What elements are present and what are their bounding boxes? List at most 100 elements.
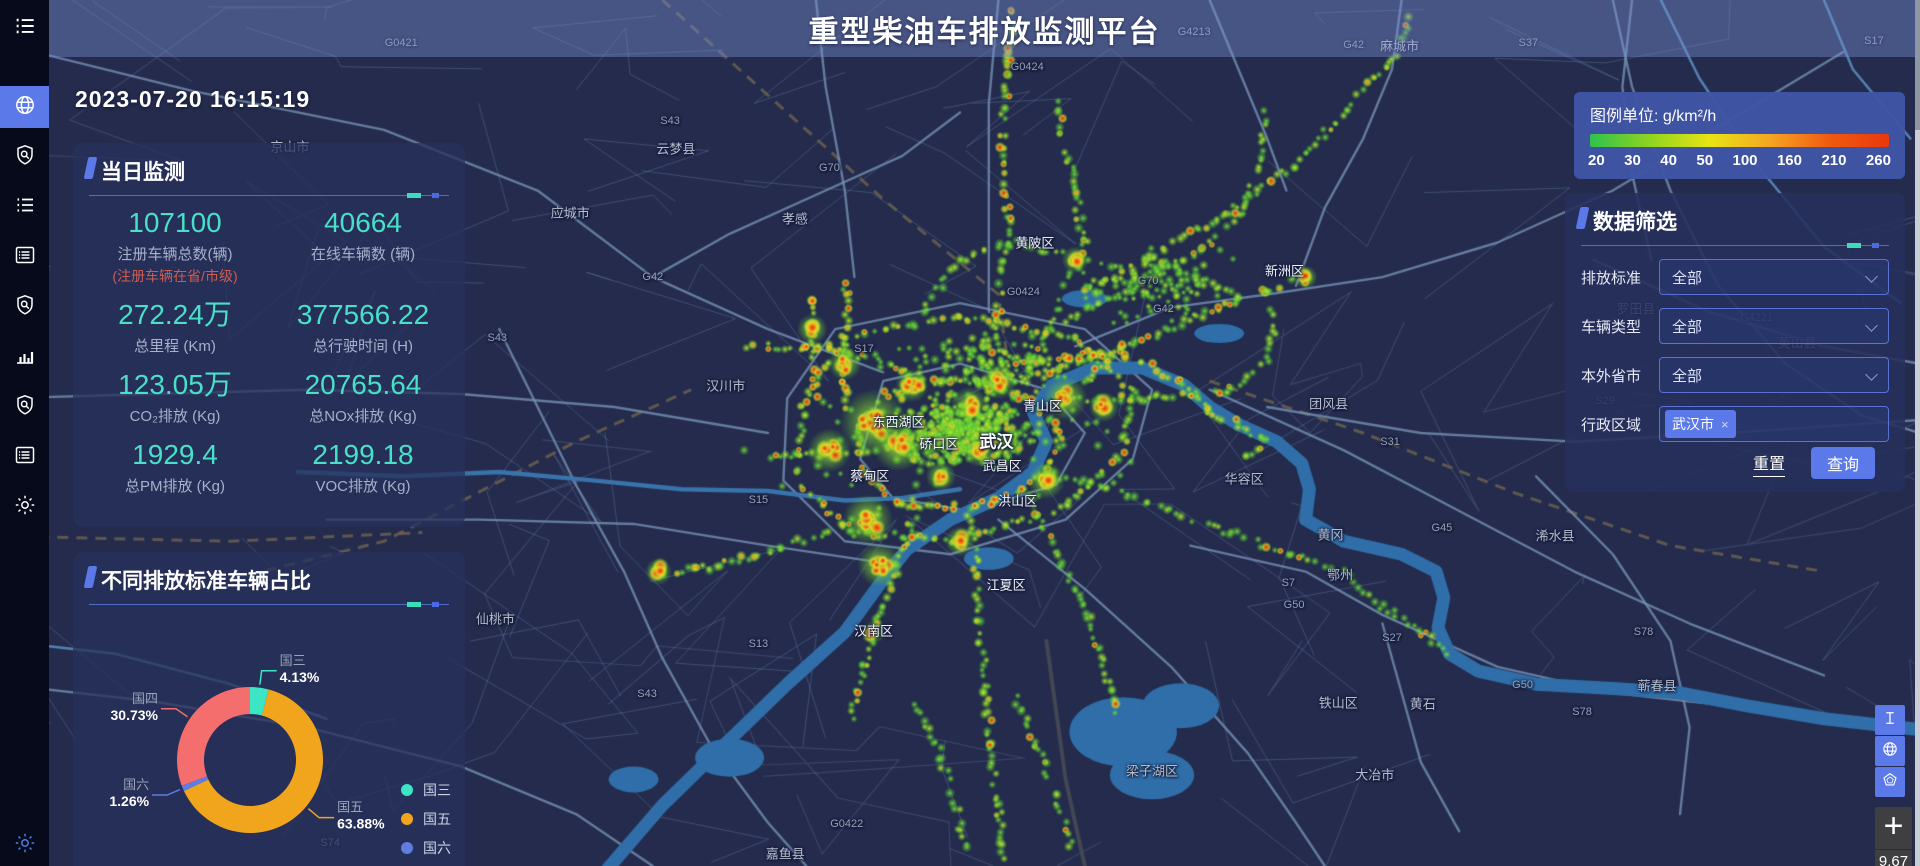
scrollbar-thumb[interactable] xyxy=(1915,0,1920,130)
filter-row-0: 排放标准 全部 xyxy=(1581,259,1889,295)
donut-legend-item-国三[interactable]: 国三 xyxy=(401,780,451,800)
sidebar-item-statistics[interactable] xyxy=(0,336,49,378)
select-0[interactable]: 全部 xyxy=(1659,259,1889,295)
stats-grid: 107100 注册车辆总数(辆) (注册车辆在省/市级) 40664 在线车辆数 (辆)… xyxy=(73,196,465,508)
select-value: 全部 xyxy=(1672,269,1703,287)
title-underline xyxy=(1581,243,1889,248)
stat-note: (注册车辆在省/市级) xyxy=(112,268,238,284)
stat-7: 2199.18 VOC排放 (Kg) xyxy=(269,438,457,496)
heat-legend-panel: 图例单位: g/km²/h 20 30 40 50 100 160 210 260 xyxy=(1574,92,1905,179)
bar-chart-icon xyxy=(13,343,37,372)
legend-item-label: 国六 xyxy=(423,840,451,856)
shield-search-icon xyxy=(13,143,37,172)
sidebar-item-map-monitor[interactable] xyxy=(0,86,49,128)
page-title: 重型柴油车排放监测平台 xyxy=(808,15,1161,49)
stat-value: 2199.18 xyxy=(312,439,414,470)
blue-dash-icon xyxy=(432,602,439,607)
blue-dash-icon xyxy=(1872,243,1879,248)
sidebar-item-emission-check[interactable] xyxy=(0,136,49,178)
sidebar xyxy=(0,0,49,866)
title-slash-icon xyxy=(83,157,98,179)
theme-gear-icon[interactable] xyxy=(0,824,49,862)
donut-label-value: 63.88% xyxy=(337,816,385,832)
stat-label: 总里程 (Km) xyxy=(134,338,216,355)
legend-tick: 210 xyxy=(1821,152,1847,169)
donut-legend-item-国六[interactable]: 国六 xyxy=(401,838,451,858)
map-tool-basemap-button[interactable] xyxy=(1875,736,1905,766)
map-tool-measure-button[interactable] xyxy=(1875,705,1905,735)
stat-6: 1929.4 总PM排放 (Kg) xyxy=(81,438,269,496)
menu-icon[interactable] xyxy=(0,6,49,46)
filter-buttons: 重置 查询 xyxy=(1752,447,1875,479)
donut-slice-国三[interactable] xyxy=(250,687,269,716)
stat-label: 总PM排放 (Kg) xyxy=(124,478,225,495)
panel-emission-standard-chart: 不同排放标准车辆占比 国三 4.13% 国五 63.88% 国六 1.26% 国四 30.73… xyxy=(73,552,465,866)
donut-callout-line xyxy=(307,808,335,819)
donut-legend-item-国五[interactable]: 国五 xyxy=(401,809,451,829)
legend-tick: 20 xyxy=(1588,152,1605,169)
shield-search-icon xyxy=(13,293,37,322)
reset-button[interactable]: 重置 xyxy=(1752,450,1785,477)
map-tool-stack xyxy=(1875,705,1905,798)
select-1[interactable]: 全部 xyxy=(1659,308,1889,344)
app-header: 重型柴油车排放监测平台 xyxy=(49,0,1920,57)
donut-label-name: 国六 xyxy=(123,777,149,792)
select-2[interactable]: 全部 xyxy=(1659,357,1889,393)
polygon-icon xyxy=(1881,771,1899,794)
title-underline xyxy=(89,193,449,198)
tag-remove-icon[interactable]: × xyxy=(1721,416,1729,432)
filter-label: 行政区域 xyxy=(1581,416,1642,434)
filter-row-1: 车辆类型 全部 xyxy=(1581,308,1889,344)
zoom-level-value: 9.67 xyxy=(1875,850,1912,866)
stat-0: 107100 注册车辆总数(辆) (注册车辆在省/市级) xyxy=(81,206,269,286)
shield-search-icon xyxy=(13,393,37,422)
legend-tick: 40 xyxy=(1660,152,1677,169)
legend-tick: 100 xyxy=(1732,152,1758,169)
donut-label-value: 30.73% xyxy=(111,707,159,723)
stat-label: CO₂排放 (Kg) xyxy=(129,408,221,425)
zoom-in-button[interactable]: + xyxy=(1875,807,1912,849)
donut-label-name: 国三 xyxy=(280,653,306,668)
legend-title: 图例单位: g/km²/h xyxy=(1590,108,1717,125)
stat-value: 20765.64 xyxy=(304,369,422,400)
sidebar-item-settings[interactable] xyxy=(0,486,49,528)
donut-legend: 国三国五国六国四 xyxy=(401,780,451,866)
panel-today-monitor: 当日监测 107100 注册车辆总数(辆) (注册车辆在省/市级) 40664 在线车辆… xyxy=(73,143,465,527)
map-tool-draw-polygon-button[interactable] xyxy=(1875,767,1905,797)
sidebar-item-data-report[interactable] xyxy=(0,236,49,278)
stat-value: 1929.4 xyxy=(132,439,218,470)
doc-list-icon xyxy=(13,243,37,272)
stat-2: 272.24万总里程 (Km) xyxy=(81,298,269,356)
title-slash-icon xyxy=(1575,207,1590,229)
donut-label-name: 国五 xyxy=(337,800,363,815)
sidebar-item-record-file[interactable] xyxy=(0,436,49,478)
panel-title: 当日监测 xyxy=(73,143,465,186)
globe-icon xyxy=(13,93,37,122)
legend-tick: 50 xyxy=(1696,152,1714,169)
stat-value: 272.24万 xyxy=(118,299,232,330)
legend-item-label: 国三 xyxy=(423,782,451,798)
chevron-down-icon xyxy=(1865,319,1878,332)
region-tag: 武汉市 × xyxy=(1665,410,1736,438)
stat-label: 总行驶时间 (H) xyxy=(313,338,413,355)
legend-item-label: 国五 xyxy=(423,811,451,827)
sidebar-item-task-list[interactable] xyxy=(0,186,49,228)
datetime-clock: 2023-07-20 16:15:19 xyxy=(75,86,311,112)
sidebar-item-enforcement-check[interactable] xyxy=(0,386,49,428)
donut-slice-国五[interactable] xyxy=(183,689,323,833)
region-tag-input[interactable]: 武汉市 × xyxy=(1659,406,1889,442)
stat-value: 40664 xyxy=(324,207,402,238)
stat-4: 123.05万 CO₂排放 (Kg) xyxy=(81,368,269,426)
blue-dash-icon xyxy=(432,193,439,198)
stat-value: 377566.22 xyxy=(296,299,430,330)
donut-slice-国四[interactable] xyxy=(176,687,250,786)
donut-slice-国六[interactable] xyxy=(181,776,209,792)
filter-row-2: 本外省市 全部 xyxy=(1581,357,1889,393)
stat-5: 20765.64 总NOx排放 (Kg) xyxy=(269,368,457,426)
query-button[interactable]: 查询 xyxy=(1811,447,1875,479)
legend-ticks: 20 30 40 50 100 160 210 260 xyxy=(1588,152,1891,169)
sidebar-item-supervision-check[interactable] xyxy=(0,286,49,328)
donut-label-name: 国四 xyxy=(132,691,158,706)
stat-label: 总NOx排放 (Kg) xyxy=(309,408,417,425)
scrollbar[interactable] xyxy=(1915,0,1920,866)
